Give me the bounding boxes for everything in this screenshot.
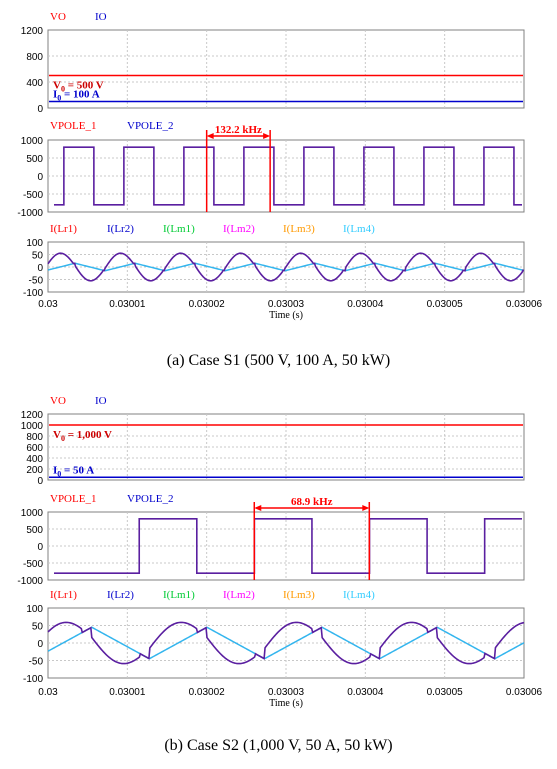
x-tick-label: 0.03 [38, 299, 58, 310]
legend-entry: I(Lr1) [50, 223, 77, 235]
arrow-head-left [254, 505, 262, 511]
panel-a1: 0 400 800 1200 VO IO V0 = 500 VI0 = 100 A [21, 11, 525, 115]
y-tick-label: 1000 [21, 136, 44, 147]
caption-case-s1: (a) Case S1 (500 V, 100 A, 50 kW) [166, 352, 391, 369]
legend-entry: I(Lm1) [163, 589, 195, 601]
caption-case-s2: (b) Case S2 (1,000 V, 50 A, 50 kW) [164, 737, 393, 754]
y-tick-label: 200 [26, 465, 43, 476]
legend-entry: VPOLE_1 [50, 120, 96, 132]
frequency-label: 68.9 kHz [291, 496, 333, 508]
y-tick-label: 400 [26, 454, 43, 465]
y-tick-label: 0 [37, 263, 43, 274]
trace-magnetizing-current [47, 626, 525, 660]
trace-vpole [54, 517, 522, 575]
y-tick-label: 0 [37, 104, 43, 115]
legend-entry: I(Lm2) [223, 589, 255, 601]
y-tick-label: 500 [26, 154, 43, 165]
y-tick-label: 600 [26, 443, 43, 454]
legend-entry: I(Lr1) [50, 589, 77, 601]
x-tick-label: 0.03001 [109, 687, 146, 698]
legend-entry: I(Lm4) [343, 589, 375, 601]
trace-resonant-current [47, 621, 525, 665]
y-tick-label: -50 [29, 657, 44, 668]
y-tick-label: -1000 [17, 576, 43, 587]
panel-a3: -100-50 050 100 I(Lr1) I(Lr2) I(Lm1) I(Lm2) I(L… [23, 223, 543, 321]
legend-entry: I(Lm3) [283, 589, 315, 601]
trace-vpole [54, 146, 522, 206]
legend-entry: VO [50, 395, 66, 407]
value-annotation: I0 = 100 A [53, 89, 100, 103]
value-annotation: V0 = 500 V [53, 80, 104, 94]
x-tick-label: 0.03005 [427, 687, 464, 698]
y-tick-label: 100 [26, 238, 43, 249]
x-tick-label: 0.03 [38, 687, 58, 698]
value-annotation: V0 = 1,000 V [53, 429, 112, 443]
y-tick-label: 1200 [21, 410, 44, 421]
x-axis-label: Time (s) [269, 698, 303, 709]
trace-resonant-current [47, 252, 525, 282]
y-tick-label: -1000 [17, 208, 43, 219]
legend-entry: I(Lm4) [343, 223, 375, 235]
y-tick-label: -100 [23, 674, 43, 685]
y-tick-label: 0 [37, 542, 43, 553]
x-tick-label: 0.03006 [506, 687, 543, 698]
legend-entry: VPOLE_1 [50, 493, 96, 505]
legend-entry: I(Lm1) [163, 223, 195, 235]
legend-entry: IO [95, 11, 107, 23]
y-tick-label: 800 [26, 432, 43, 443]
y-tick-label: -500 [23, 190, 43, 201]
y-tick-label: 500 [26, 525, 43, 536]
y-tick-label: 0 [37, 172, 43, 183]
x-tick-label: 0.03004 [347, 299, 384, 310]
y-tick-label: -100 [23, 288, 43, 299]
y-tick-label: 1000 [21, 421, 44, 432]
legend-entry: I(Lm3) [283, 223, 315, 235]
arrow-head-right [263, 133, 271, 139]
legend-entry: VPOLE_2 [127, 493, 173, 505]
legend-entry: I(Lm2) [223, 223, 255, 235]
y-tick-label: 50 [32, 622, 44, 633]
x-tick-label: 0.03002 [189, 299, 226, 310]
panel-b3: -100 -50 0 50 100 I(Lr1) I(Lr2) I(Lm1) I(Lm2) I(L… [23, 589, 543, 709]
arrow-head-left [206, 133, 214, 139]
y-tick-label: 0 [37, 639, 43, 650]
arrow-head-right [362, 505, 370, 511]
trace-magnetizing-current [47, 262, 525, 272]
x-axis-label: Time (s) [269, 310, 303, 321]
y-tick-label: -50 [29, 276, 44, 287]
y-tick-label: 400 [26, 78, 43, 89]
x-tick-label: 0.03001 [109, 299, 146, 310]
x-tick-label: 0.03005 [427, 299, 464, 310]
panel-b2: -1000 -500 0 500 1000 VPOLE_1 VPOLE_2 68.9 kHz [17, 493, 525, 587]
x-tick-label: 0.03003 [268, 687, 305, 698]
x-tick-label: 0.03003 [268, 299, 305, 310]
y-tick-label: -500 [23, 559, 43, 570]
y-tick-label: 1200 [21, 26, 44, 37]
frequency-label: 132.2 kHz [215, 124, 262, 136]
y-tick-label: 1000 [21, 508, 44, 519]
legend-entry: I(Lr2) [107, 223, 134, 235]
y-tick-label: 50 [32, 251, 44, 262]
y-tick-label: 0 [37, 476, 43, 487]
panel-a2: -1000 -500 0 500 1000 VPOLE_1 VPOLE_2 132.2 kHz [17, 120, 525, 219]
legend-entry: I(Lr2) [107, 589, 134, 601]
x-tick-label: 0.03006 [506, 299, 543, 310]
value-annotation: I0 = 50 A [53, 464, 94, 478]
y-tick-label: 100 [26, 604, 43, 615]
plot-area [47, 29, 525, 109]
legend-entry: IO [95, 395, 107, 407]
y-tick-label: 800 [26, 52, 43, 63]
x-tick-label: 0.03002 [189, 687, 226, 698]
legend-entry: VPOLE_2 [127, 120, 173, 132]
x-tick-label: 0.03004 [347, 687, 384, 698]
legend-entry: VO [50, 11, 66, 23]
